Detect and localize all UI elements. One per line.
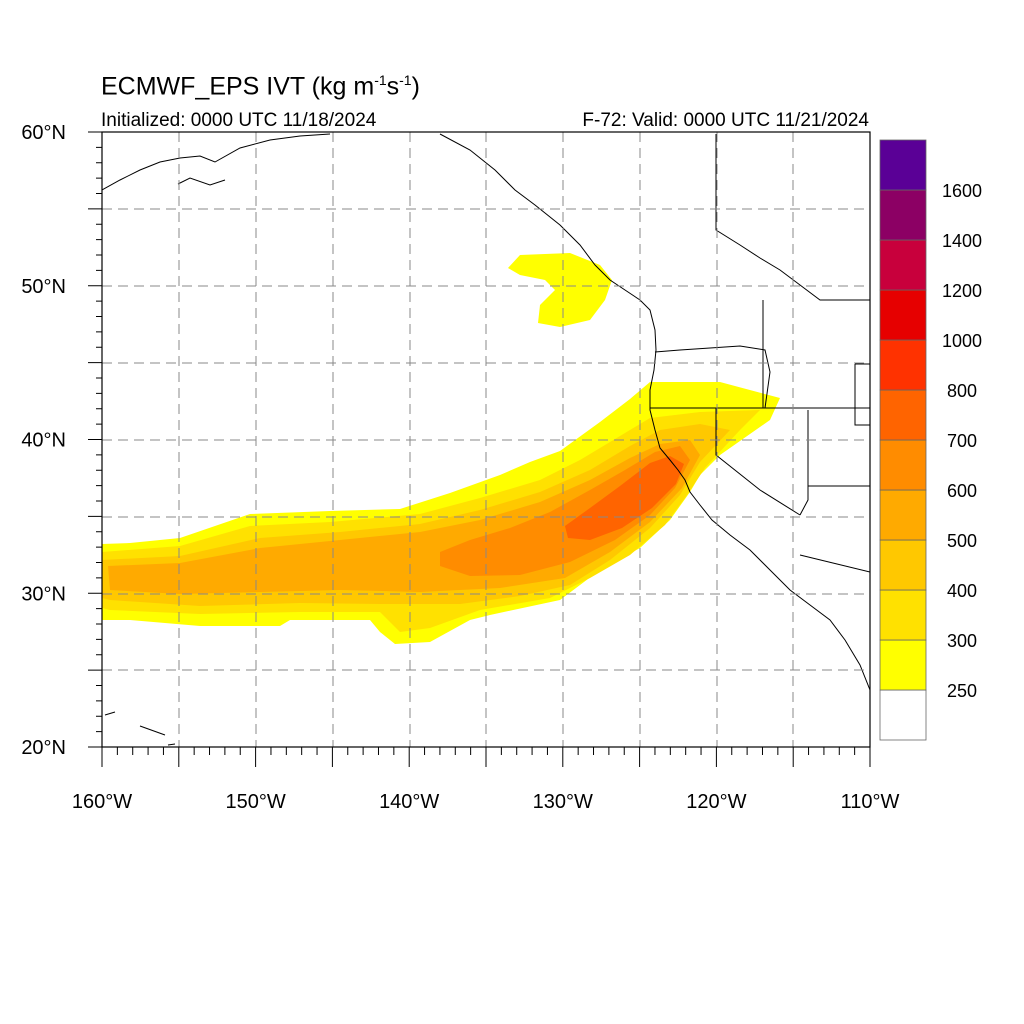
lon-tick-label: 150°W [225,791,285,813]
colorbar-swatch [879,189,927,241]
initialized-label: Initialized: 0000 UTC 11/18/2024 [101,110,377,131]
ivt-250-north [508,253,612,327]
colorbar-label: 400 [947,581,977,601]
lat-tick-label: 60°N [21,122,66,144]
colorbar-swatch [879,389,927,441]
colorbar-label: 1400 [942,231,982,251]
lon-tick-label: 160°W [72,791,132,813]
lon-tick-label: 140°W [379,791,439,813]
colorbar-label: 1600 [942,181,982,201]
colorbar-label: 300 [947,631,977,651]
lat-tick-label: 40°N [21,430,66,452]
colorbar-swatch [879,689,927,741]
lat-tick-label: 30°N [21,583,66,605]
ivt-700 [565,456,684,540]
colorbar-swatch [879,489,927,541]
lon-tick-label: 130°W [533,791,593,813]
ivt-600 [440,446,690,576]
coastlines [102,133,870,746]
colorbar-label: 250 [947,681,977,701]
colorbar-swatch [879,589,927,641]
colorbar: 250 300 400 500 600 700 800 1000 1200 1400 1600 [879,139,982,741]
colorbar-label: 1200 [942,281,982,301]
lat-tick-label: 20°N [21,737,66,759]
colorbar-swatch [879,289,927,341]
lat-tick-labels: 20°N 30°N 40°N 50°N 60°N [21,122,66,759]
lat-tick-label: 50°N [21,276,66,298]
colorbar-swatch [879,339,927,391]
valid-time-label: F-72: Valid: 0000 UTC 11/21/2024 [582,110,869,131]
colorbar-label: 600 [947,481,977,501]
colorbar-label: 700 [947,431,977,451]
colorbar-swatch [879,639,927,691]
ivt-shading [102,253,780,644]
colorbar-swatch [879,439,927,491]
lon-tick-label: 110°W [841,791,900,813]
colorbar-label: 1000 [942,331,982,351]
colorbar-swatch [879,139,927,191]
colorbar-label: 800 [947,381,977,401]
colorbar-swatch [879,539,927,591]
graticule [102,132,870,747]
map-title: ECMWF_EPS IVT (kg m-1s-1) [101,72,420,101]
lon-tick-label: 120°W [686,791,746,813]
axis-ticks [88,131,871,767]
lon-tick-labels: 160°W 150°W 140°W 130°W 120°W 110°W [72,791,900,813]
colorbar-label: 500 [947,531,977,551]
colorbar-swatch [879,239,927,291]
